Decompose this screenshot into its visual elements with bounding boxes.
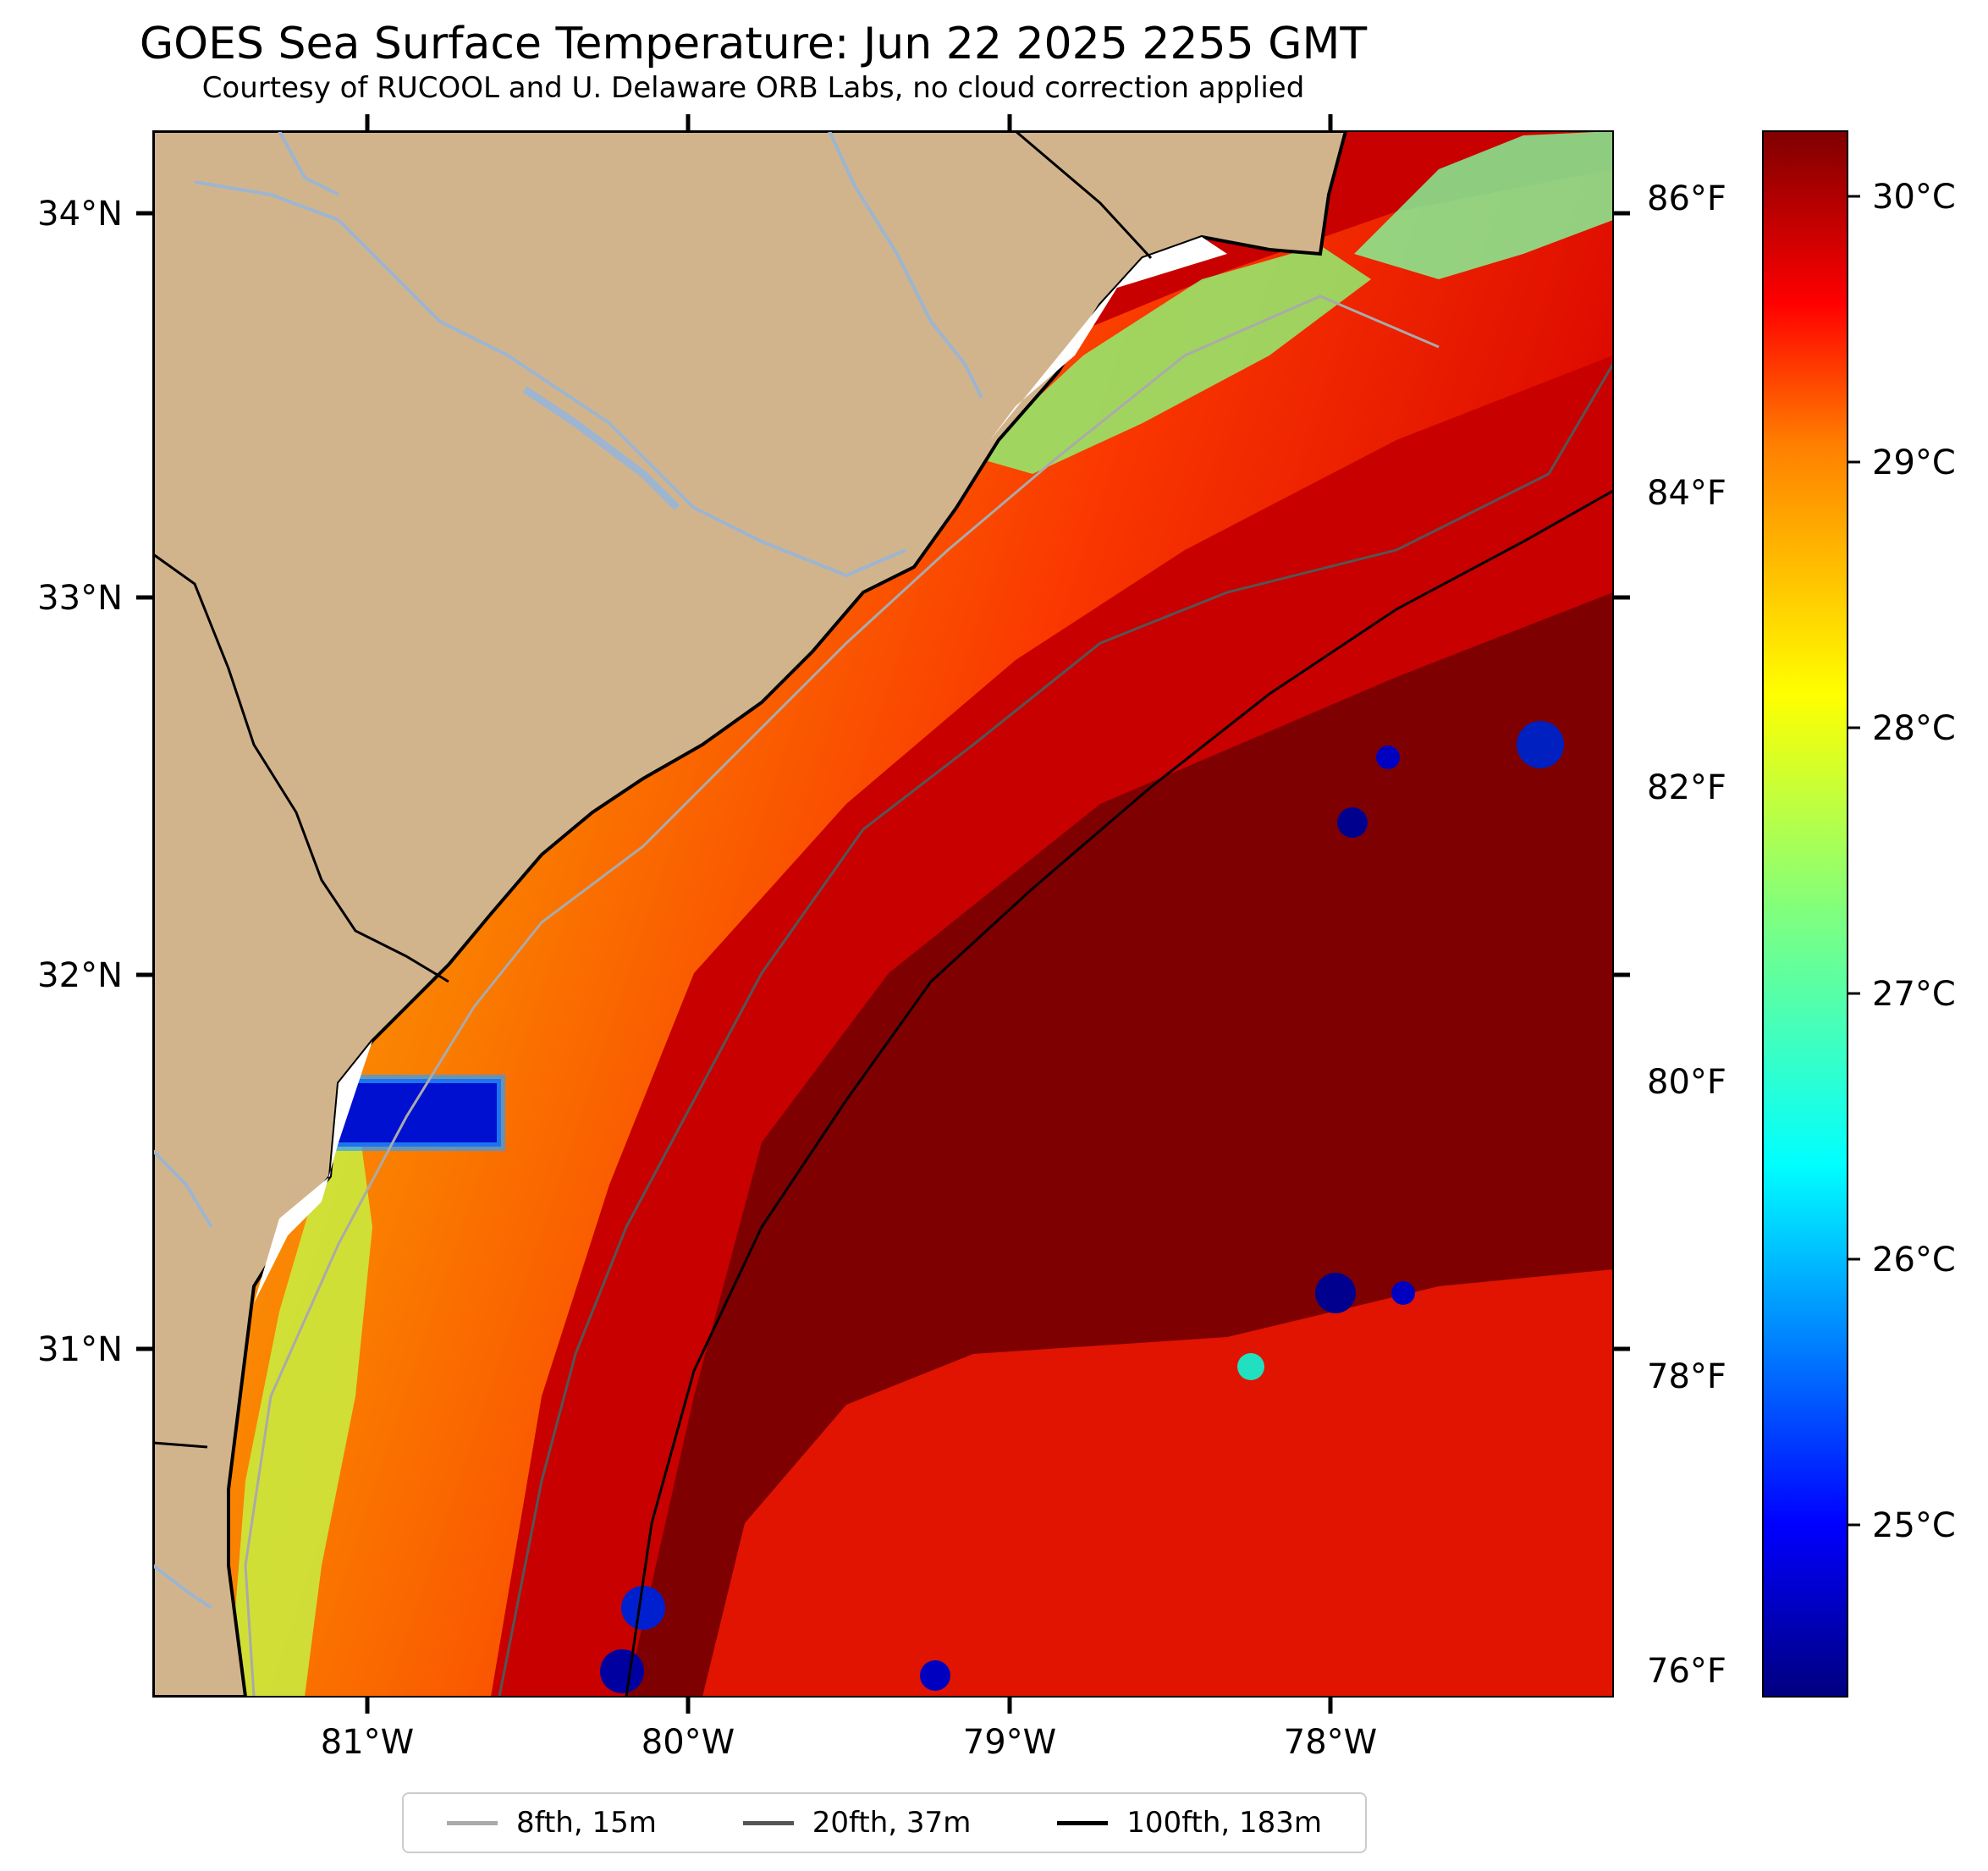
cold-eddy (600, 1649, 644, 1693)
fahrenheit-label: 80°F (1647, 1063, 1726, 1102)
legend-swatch (1057, 1820, 1109, 1825)
state-border (153, 1441, 208, 1449)
chart-title: GOES Sea Surface Temperature: Jun 22 202… (139, 19, 1368, 69)
celsius-label: 25°C (1872, 1506, 1956, 1545)
lat-label: 31°N (37, 1330, 123, 1369)
lat-label: 34°N (37, 195, 123, 234)
lake (522, 386, 680, 511)
cold-eddy (1337, 807, 1368, 838)
celsius-label: 29°C (1872, 443, 1956, 482)
legend-label: 20fth, 37m (812, 1806, 972, 1840)
river (194, 180, 906, 578)
fahrenheit-label: 86°F (1647, 179, 1726, 218)
river (153, 1564, 213, 1610)
gulf-stream-core (626, 592, 1613, 1697)
fahrenheit-label: 78°F (1647, 1357, 1726, 1396)
nearshore-cool-strip-north (973, 245, 1371, 474)
map-frame (152, 130, 1614, 1698)
river (278, 131, 339, 196)
cold-patch-savannah (332, 1079, 501, 1147)
coastal-gap (254, 1041, 372, 1303)
lat-ticks (136, 211, 1630, 1351)
cold-eddy (920, 1660, 950, 1691)
sst-map-figure: 34°N 33°N 32°N 31°N 81°W 80°W 79°W 78°W … (37, 114, 1956, 1762)
cape-fear-cool-water (1354, 131, 1613, 279)
colorbar (1762, 130, 1848, 1698)
lon-label: 80°W (642, 1723, 735, 1762)
legend-item-20fth: 20fth, 37m (742, 1806, 972, 1840)
coastal-gap (990, 237, 1227, 440)
lat-label: 33°N (37, 579, 123, 618)
cold-eddy (1237, 1353, 1264, 1380)
isobath-legend: 8fth, 15m 20fth, 37m 100fth, 183m (402, 1792, 1367, 1853)
isobath-100fth (625, 489, 1613, 1697)
shelf-water (153, 169, 1613, 1697)
lat-label: 32°N (37, 956, 123, 995)
celsius-label: 28°C (1872, 709, 1956, 748)
cold-eddy (1517, 721, 1564, 768)
legend-swatch (446, 1820, 498, 1825)
legend-item-100fth: 100fth, 183m (1057, 1806, 1322, 1840)
state-border (1015, 131, 1153, 260)
cold-eddy (1376, 746, 1400, 769)
celsius-label: 30°C (1872, 178, 1956, 217)
isobath-8fth (244, 294, 1440, 1697)
river (828, 131, 983, 399)
chart-subtitle: Courtesy of RUCOOL and U. Delaware ORB L… (201, 71, 1305, 105)
isobath-20fth (498, 363, 1613, 1697)
lon-label: 79°W (963, 1723, 1056, 1762)
river (153, 1149, 213, 1229)
fahrenheit-label: 76°F (1647, 1652, 1726, 1691)
fahrenheit-label: 84°F (1647, 474, 1726, 513)
legend-label: 100fth, 183m (1126, 1806, 1323, 1840)
celsius-label: 26°C (1872, 1241, 1956, 1279)
fahrenheit-label: 82°F (1647, 768, 1726, 807)
state-border (153, 553, 449, 983)
cold-eddy (621, 1586, 665, 1630)
lon-label: 81°W (321, 1723, 414, 1762)
colorbar-ticks (1848, 195, 1860, 1527)
cold-eddy (1315, 1273, 1356, 1313)
legend-label: 8fth, 15m (515, 1806, 657, 1840)
legend-swatch (742, 1820, 794, 1825)
celsius-label: 27°C (1872, 975, 1956, 1014)
lon-ticks (365, 114, 1333, 1714)
legend-item-8fth: 8fth, 15m (446, 1806, 657, 1840)
cold-eddy (1391, 1281, 1415, 1305)
lon-label: 78°W (1284, 1723, 1377, 1762)
map-panel (153, 131, 1613, 1697)
